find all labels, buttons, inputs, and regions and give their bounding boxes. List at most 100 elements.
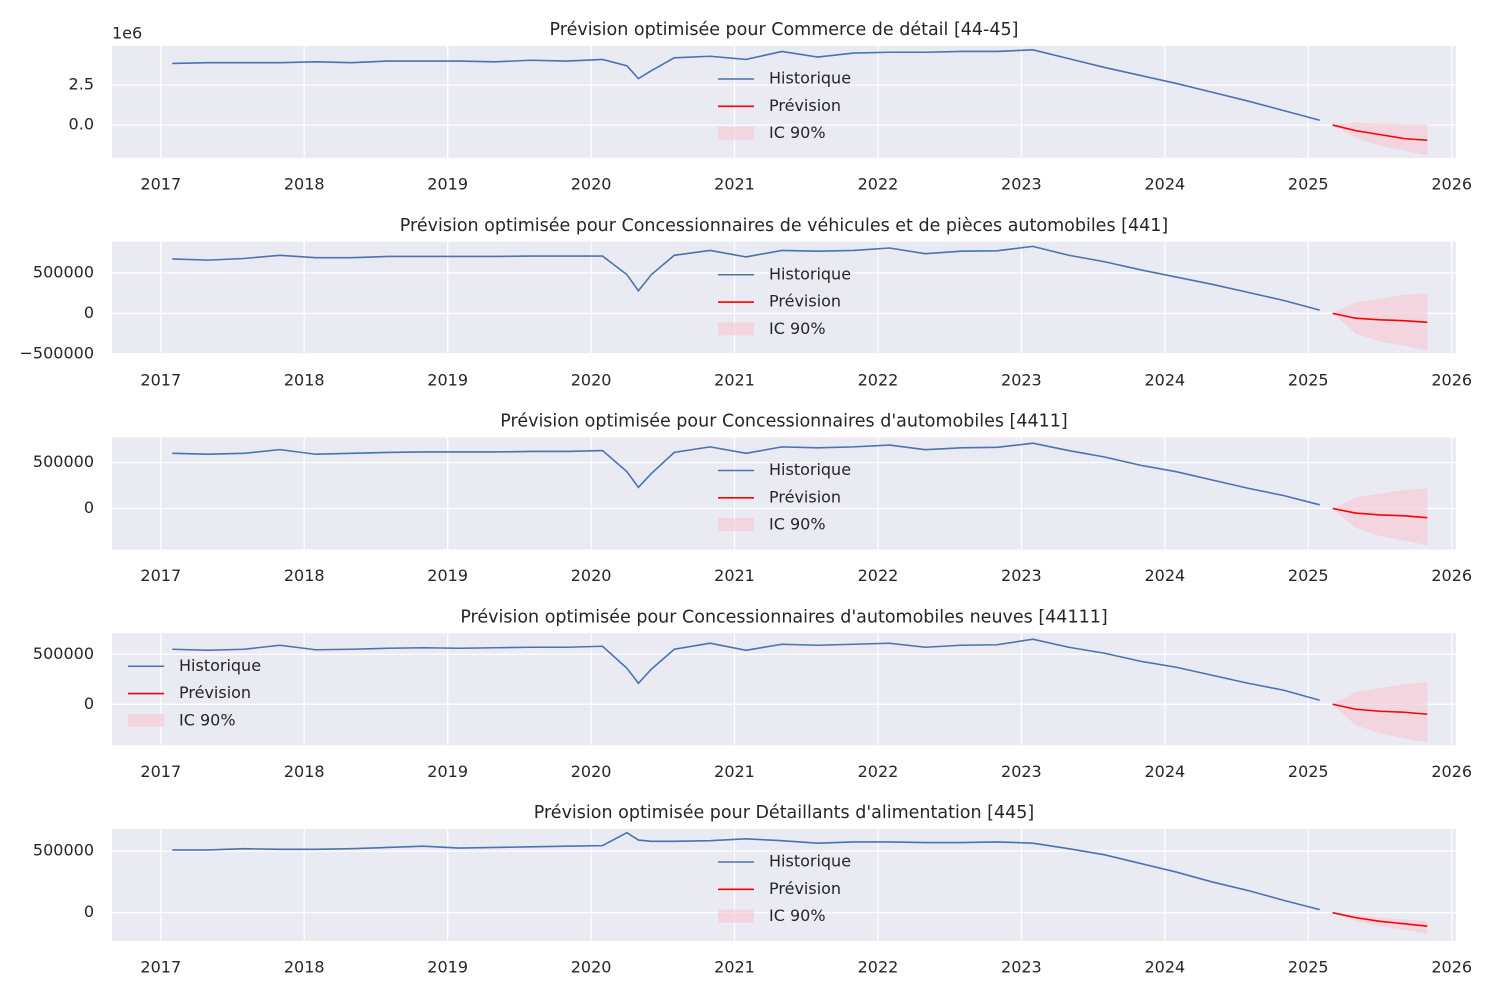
x-tick-label: 2020	[571, 958, 612, 977]
legend-label: IC 90%	[769, 515, 826, 534]
confidence-band	[1332, 293, 1428, 351]
legend-label: IC 90%	[769, 319, 826, 338]
x-tick-label: 2025	[1288, 762, 1329, 781]
x-tick-label: 2017	[140, 958, 181, 977]
x-tick-label: 2018	[284, 762, 325, 781]
subplot: Prévision optimisée pour Concessionnaire…	[33, 412, 1472, 586]
x-tick-label: 2024	[1144, 958, 1185, 977]
legend-swatch	[718, 126, 754, 140]
series-line	[1332, 312, 1428, 324]
legend-label: Prévision	[179, 683, 251, 702]
plot-area	[112, 829, 1456, 941]
chart-title: Prévision optimisée pour Concessionnaire…	[500, 412, 1067, 432]
x-tick-label: 2019	[427, 958, 468, 977]
chart-title: Prévision optimisée pour Concessionnaire…	[460, 607, 1107, 627]
y-tick-label: 0	[84, 694, 94, 713]
y-tick-label: 500000	[33, 644, 94, 663]
legend-label: Prévision	[769, 292, 841, 311]
legend: Historique Prévision IC 90%	[718, 460, 851, 534]
x-tick-label: 2018	[284, 566, 325, 585]
x-tick-label: 2019	[427, 370, 468, 389]
x-tick-label: 2023	[1001, 175, 1042, 194]
x-tick-label: 2023	[1001, 370, 1042, 389]
x-tick-label: 2024	[1144, 566, 1185, 585]
x-tick-label: 2018	[284, 370, 325, 389]
subplot: Prévision optimisée pour Concessionnaire…	[33, 607, 1472, 781]
x-tick-label: 2019	[427, 762, 468, 781]
legend-swatch	[718, 518, 754, 532]
y-tick-label: 0	[84, 902, 94, 921]
legend-label: Prévision	[769, 487, 841, 506]
legend-label: Historique	[769, 264, 851, 283]
legend-label: Historique	[179, 656, 261, 675]
x-tick-label: 2023	[1001, 958, 1042, 977]
series-line	[172, 831, 1320, 911]
confidence-band	[1332, 488, 1428, 546]
subplot: Prévision optimisée pour Détaillants d'a…	[33, 803, 1472, 977]
chart-title: Prévision optimisée pour Détaillants d'a…	[534, 803, 1034, 823]
y-tick-label: 0	[84, 303, 94, 322]
x-tick-label: 2026	[1431, 566, 1472, 585]
chart-title: Prévision optimisée pour Concessionnaire…	[400, 216, 1168, 236]
x-tick-label: 2020	[571, 566, 612, 585]
legend: Historique Prévision IC 90%	[718, 852, 851, 925]
x-tick-label: 2020	[571, 370, 612, 389]
x-tick-label: 2025	[1288, 958, 1329, 977]
legend-label: IC 90%	[179, 710, 236, 729]
x-tick-label: 2021	[714, 370, 755, 389]
x-tick-label: 2026	[1431, 958, 1472, 977]
series-line	[1332, 124, 1428, 142]
x-tick-label: 2021	[714, 175, 755, 194]
x-tick-label: 2019	[427, 175, 468, 194]
legend: Historique Prévision IC 90%	[128, 656, 261, 729]
x-tick-label: 2024	[1144, 175, 1185, 194]
series-line	[1332, 911, 1428, 928]
subplot: Prévision optimisée pour Concessionnaire…	[20, 216, 1473, 390]
x-tick-label: 2017	[140, 370, 181, 389]
x-tick-label: 2017	[140, 175, 181, 194]
legend-label: Historique	[769, 852, 851, 871]
legend-label: Prévision	[769, 879, 841, 898]
y-tick-label: 500000	[33, 841, 94, 860]
x-tick-label: 2025	[1288, 175, 1329, 194]
x-tick-label: 2017	[140, 762, 181, 781]
y-tick-label: 0	[84, 498, 94, 517]
legend-label: Prévision	[769, 96, 841, 115]
confidence-band	[1332, 682, 1428, 743]
chart-title: Prévision optimisée pour Commerce de dét…	[550, 20, 1019, 40]
x-tick-label: 2017	[140, 566, 181, 585]
y-tick-label: 500000	[33, 263, 94, 282]
legend-label: Historique	[769, 460, 851, 479]
series-line	[1332, 703, 1428, 716]
subplot: Prévision optimisée pour Commerce de dét…	[69, 20, 1473, 194]
legend-label: Historique	[769, 69, 851, 88]
x-tick-label: 2018	[284, 175, 325, 194]
x-tick-label: 2020	[571, 175, 612, 194]
x-tick-label: 2022	[858, 175, 899, 194]
legend-label: IC 90%	[769, 123, 826, 142]
legend-swatch	[718, 322, 754, 336]
x-tick-label: 2020	[571, 762, 612, 781]
series-line	[1332, 507, 1428, 519]
y-tick-label: 0.0	[69, 115, 94, 134]
y-tick-label: −500000	[20, 343, 94, 362]
x-tick-label: 2023	[1001, 566, 1042, 585]
plot-area	[112, 437, 1456, 550]
x-tick-label: 2022	[858, 370, 899, 389]
x-tick-label: 2024	[1144, 370, 1185, 389]
x-tick-label: 2025	[1288, 370, 1329, 389]
plot-area	[112, 241, 1456, 354]
plot-area	[112, 633, 1456, 746]
x-tick-label: 2026	[1431, 370, 1472, 389]
x-tick-label: 2026	[1431, 175, 1472, 194]
x-tick-label: 2022	[858, 762, 899, 781]
y-tick-label: 500000	[33, 452, 94, 471]
series-line	[172, 245, 1320, 311]
series-line	[172, 49, 1320, 122]
x-tick-label: 2018	[284, 958, 325, 977]
x-tick-label: 2019	[427, 566, 468, 585]
legend: Historique Prévision IC 90%	[718, 264, 851, 338]
series-line	[172, 442, 1320, 506]
y-tick-label: 2.5	[69, 75, 94, 94]
